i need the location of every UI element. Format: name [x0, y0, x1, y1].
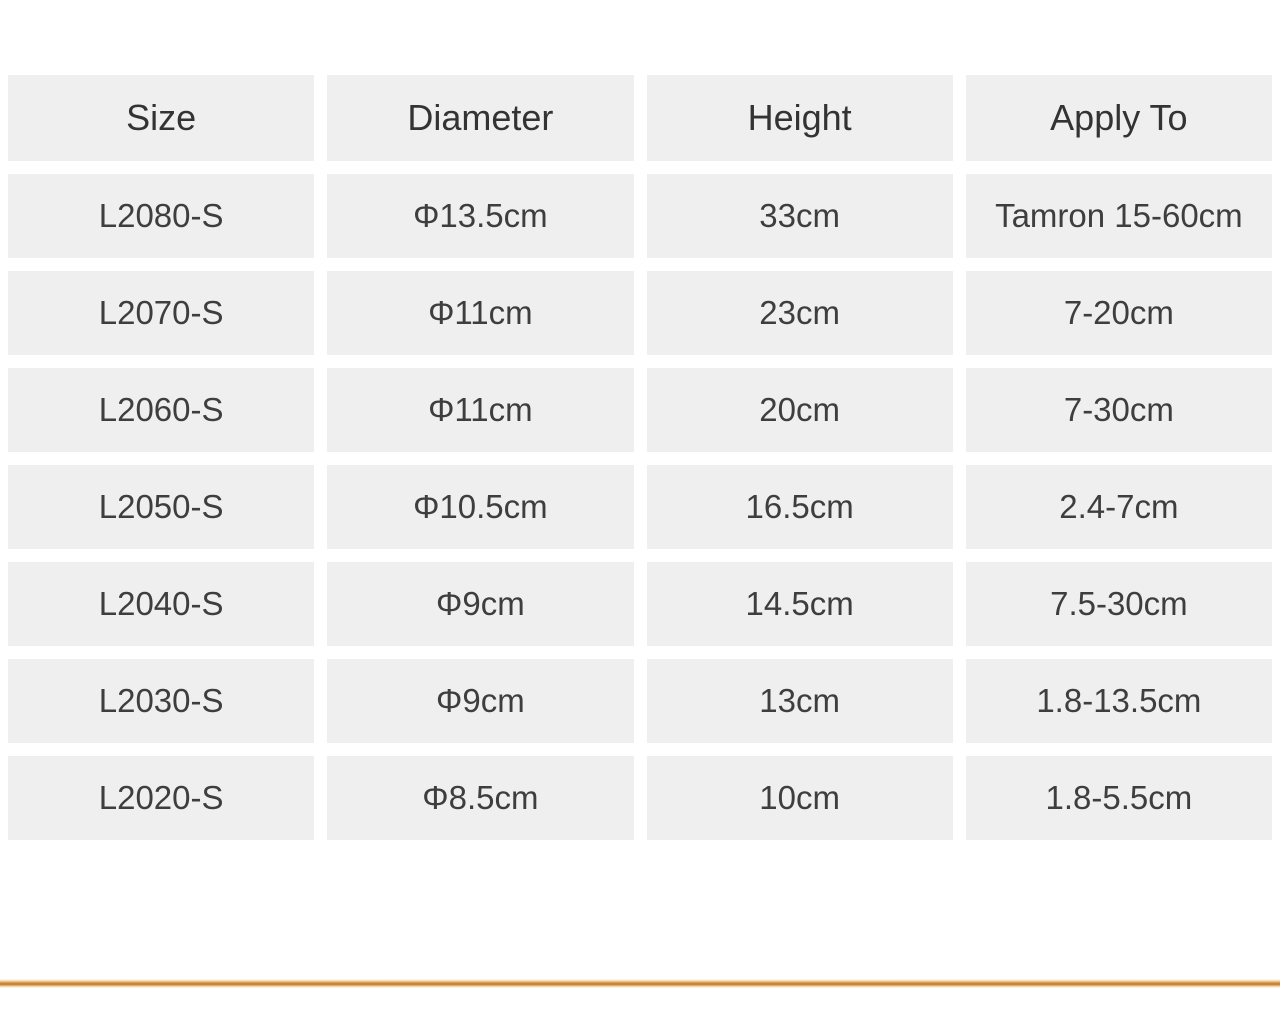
cell-size: L2030-S: [8, 659, 315, 743]
cell-size: L2020-S: [8, 756, 315, 840]
cell-height: 20cm: [646, 368, 953, 452]
cell-height: 33cm: [646, 174, 953, 258]
spec-table: Size Diameter Height Apply To L2080-S Φ1…: [8, 75, 1272, 840]
cell-apply-to: 1.8-5.5cm: [965, 756, 1272, 840]
cell-height: 10cm: [646, 756, 953, 840]
cell-size: L2040-S: [8, 562, 315, 646]
cell-apply-to: 1.8-13.5cm: [965, 659, 1272, 743]
column-header-diameter: Diameter: [327, 75, 634, 161]
column-header-size: Size: [8, 75, 315, 161]
cell-size: L2080-S: [8, 174, 315, 258]
cell-size: L2070-S: [8, 271, 315, 355]
cell-apply-to: 2.4-7cm: [965, 465, 1272, 549]
cell-apply-to: 7-20cm: [965, 271, 1272, 355]
cell-height: 14.5cm: [646, 562, 953, 646]
cell-size: L2050-S: [8, 465, 315, 549]
cell-diameter: Φ9cm: [327, 659, 634, 743]
cell-diameter: Φ11cm: [327, 368, 634, 452]
cell-diameter: Φ9cm: [327, 562, 634, 646]
cell-height: 23cm: [646, 271, 953, 355]
cell-diameter: Φ11cm: [327, 271, 634, 355]
column-header-apply-to: Apply To: [965, 75, 1272, 161]
cell-apply-to: 7.5-30cm: [965, 562, 1272, 646]
cell-apply-to: 7-30cm: [965, 368, 1272, 452]
cell-diameter: Φ8.5cm: [327, 756, 634, 840]
cell-size: L2060-S: [8, 368, 315, 452]
cell-apply-to: Tamron 15-60cm: [965, 174, 1272, 258]
cell-height: 13cm: [646, 659, 953, 743]
cell-height: 16.5cm: [646, 465, 953, 549]
section-divider: [0, 979, 1280, 988]
cell-diameter: Φ10.5cm: [327, 465, 634, 549]
cell-diameter: Φ13.5cm: [327, 174, 634, 258]
column-header-height: Height: [646, 75, 953, 161]
